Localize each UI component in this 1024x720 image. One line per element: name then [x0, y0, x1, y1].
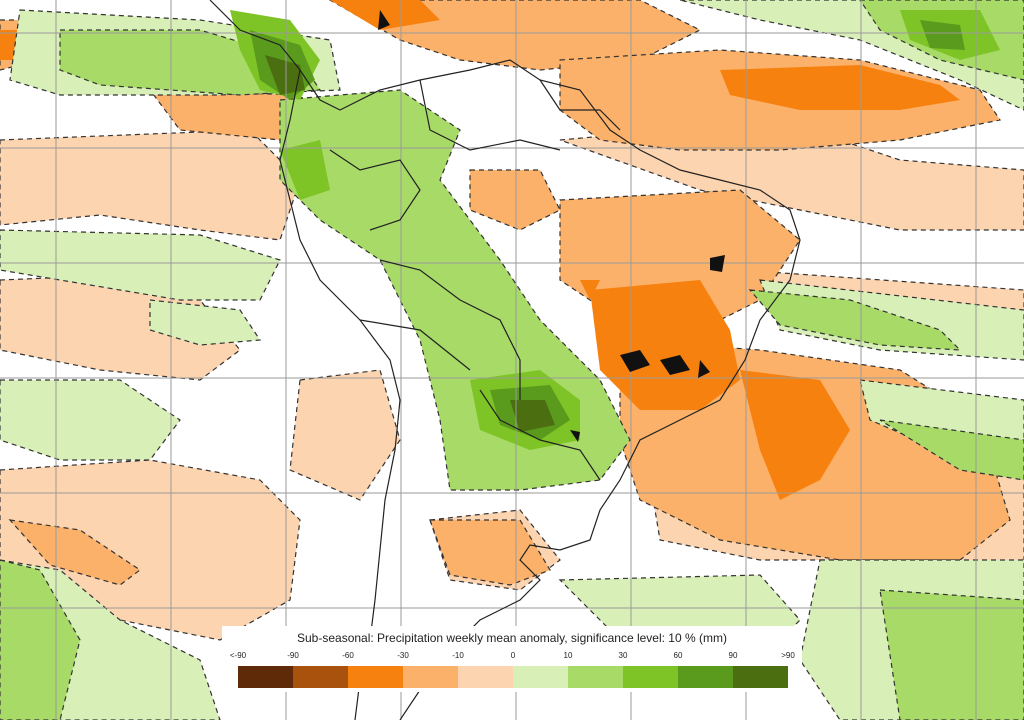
legend-swatch	[458, 666, 513, 688]
legend-tick-label: -90	[287, 651, 299, 660]
colorbar-legend: Sub-seasonal: Precipitation weekly mean …	[222, 626, 802, 692]
legend-swatch	[238, 666, 293, 688]
legend-swatch	[293, 666, 348, 688]
legend-title: Sub-seasonal: Precipitation weekly mean …	[297, 631, 727, 645]
legend-tick-label: 30	[618, 651, 628, 660]
legend-tick-label: 0	[510, 651, 516, 660]
inland-water	[378, 10, 725, 442]
legend-swatch	[733, 666, 788, 688]
legend-colorbar	[238, 666, 788, 688]
legend-swatch	[623, 666, 678, 688]
legend-swatch	[513, 666, 568, 688]
legend-tick-label: 60	[673, 651, 683, 660]
legend-swatch	[348, 666, 403, 688]
legend-swatch	[403, 666, 458, 688]
legend-swatch	[678, 666, 733, 688]
legend-tick-label: <-90	[229, 651, 247, 660]
legend-tick-label: -10	[452, 651, 464, 660]
dry-strong-regions	[0, 0, 960, 500]
legend-tick-label: 10	[563, 651, 573, 660]
legend-tick-label: 90	[728, 651, 738, 660]
coastlines	[209, 0, 801, 720]
legend-tick-label: >90	[781, 651, 795, 660]
wet-darkest-regions	[265, 55, 555, 432]
legend-tick-label: -30	[397, 651, 409, 660]
legend-swatch	[568, 666, 623, 688]
legend-tick-label: -60	[342, 651, 354, 660]
legend-ticks: <-90 -90 -60 -30 -10 0 10 30 60 90 >90	[222, 651, 802, 663]
